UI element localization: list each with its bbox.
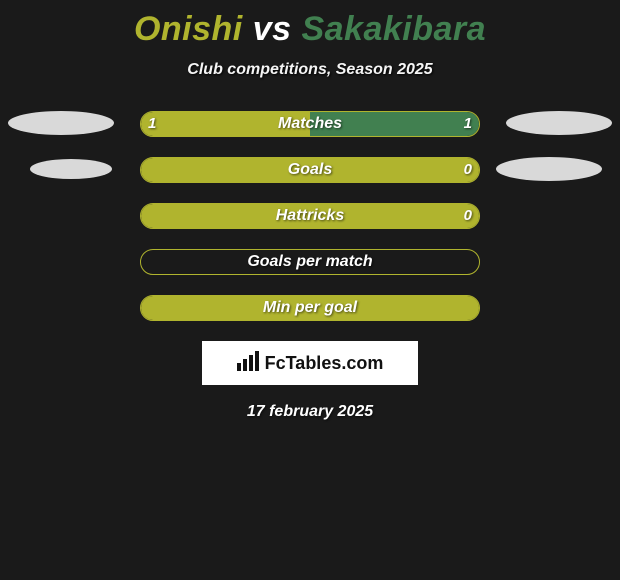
- stat-row: Min per goal: [0, 295, 620, 321]
- stat-bar-track: [140, 111, 480, 137]
- player2-marker: [496, 157, 602, 181]
- stat-bar-fill-right: [310, 112, 479, 136]
- stat-bar-fill-left: [141, 204, 479, 228]
- player1-marker: [8, 111, 114, 135]
- bars-chart-icon: [237, 351, 259, 376]
- stat-bar-fill-left: [141, 158, 479, 182]
- stat-bar-track: [140, 249, 480, 275]
- stat-value-right: 0: [464, 203, 472, 229]
- logo-badge: FcTables.com: [202, 341, 418, 385]
- stat-row: Goals0: [0, 157, 620, 183]
- title-vs: vs: [253, 10, 292, 48]
- player2-name: Sakakibara: [301, 10, 486, 48]
- stat-value-right: 1: [464, 111, 472, 137]
- stat-bar-track: [140, 203, 480, 229]
- date-text: 17 february 2025: [0, 403, 620, 421]
- player1-name: Onishi: [134, 10, 243, 48]
- player1-marker: [30, 159, 112, 179]
- stat-bar-track: [140, 295, 480, 321]
- stat-row: Matches11: [0, 111, 620, 137]
- comparison-title: Onishi vs Sakakibara: [0, 0, 620, 49]
- subtitle: Club competitions, Season 2025: [0, 61, 620, 79]
- h2h-chart: Matches11Goals0Hattricks0Goals per match…: [0, 111, 620, 321]
- stat-bar-fill-left: [141, 296, 479, 320]
- stat-row: Goals per match: [0, 249, 620, 275]
- stat-bar-fill-left: [141, 112, 310, 136]
- player2-marker: [506, 111, 612, 135]
- stat-row: Hattricks0: [0, 203, 620, 229]
- stat-value-left: 1: [148, 111, 156, 137]
- logo-text: FcTables.com: [265, 353, 384, 374]
- stat-value-right: 0: [464, 157, 472, 183]
- stat-bar-track: [140, 157, 480, 183]
